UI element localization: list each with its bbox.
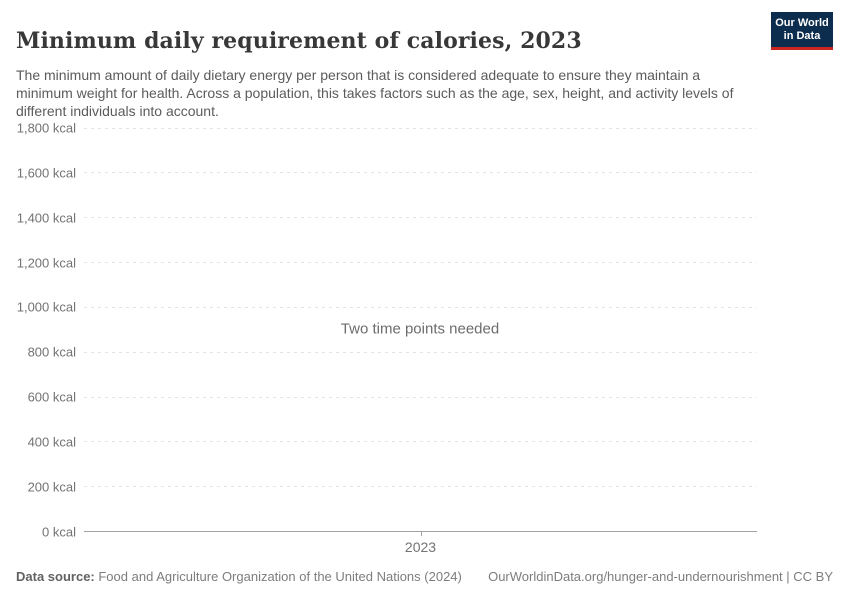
no-data-message: Two time points needed <box>340 320 500 338</box>
owid-logo-line1: Our World <box>775 17 829 29</box>
data-source-text: Food and Agriculture Organization of the… <box>94 569 462 584</box>
chart-footer: Data source: Food and Agriculture Organi… <box>16 569 833 584</box>
gridline <box>84 396 757 398</box>
chart-subtitle: The minimum amount of daily dietary ener… <box>16 67 734 119</box>
gridline <box>84 262 757 263</box>
gridline <box>84 351 757 353</box>
gridline <box>84 306 757 308</box>
y-axis-tick-label: 1,000 kcal <box>16 299 76 315</box>
y-axis-tick-label: 1,200 kcal <box>16 255 76 270</box>
gridline <box>84 441 757 443</box>
gridline <box>84 127 757 129</box>
y-axis-tick-label: 400 kcal <box>27 434 76 450</box>
owid-logo[interactable]: Our World in Data <box>771 12 833 50</box>
y-axis-tick-label: 1,800 kcal <box>16 120 76 136</box>
data-source-note: Data source: Food and Agriculture Organi… <box>16 569 462 584</box>
gridline <box>84 217 757 219</box>
y-axis-tick-label: 1,600 kcal <box>16 165 76 181</box>
y-axis-tick-label: 1,400 kcal <box>16 210 76 226</box>
page-title: Minimum daily requirement of calories, 2… <box>16 27 582 54</box>
y-axis-tick-label: 600 kcal <box>27 389 76 405</box>
x-axis-line <box>84 531 757 532</box>
x-axis-tick-mark <box>420 532 422 536</box>
gridline <box>84 486 757 488</box>
y-axis-tick-label: 800 kcal <box>27 344 76 360</box>
x-axis-tick-label: 2023 <box>404 538 437 555</box>
owid-logo-line2: in Data <box>783 30 821 42</box>
data-source-label: Data source: <box>16 569 95 584</box>
gridline <box>84 172 757 174</box>
y-axis-tick-label: 200 kcal <box>27 479 76 495</box>
owid-url-link[interactable]: OurWorldinData.org/hunger-and-undernouri… <box>488 569 833 584</box>
y-axis-tick-label: 0 kcal <box>42 524 76 539</box>
